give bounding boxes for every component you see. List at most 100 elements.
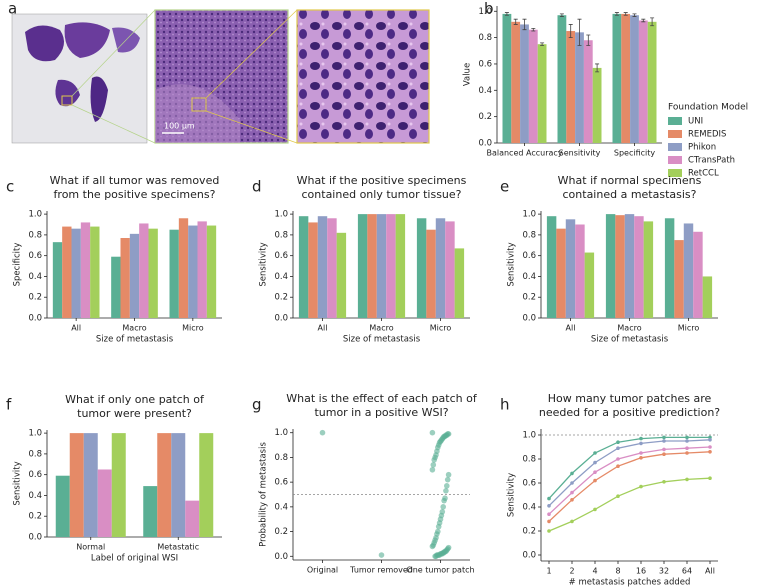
y-axis-label: Sensitivity xyxy=(13,461,23,505)
chart-title: needed for a positive prediction? xyxy=(539,406,720,419)
bar xyxy=(575,32,584,143)
y-tick-label: 0.8 xyxy=(478,33,492,43)
x-tick-label: Micro xyxy=(182,324,204,333)
bar xyxy=(511,21,521,143)
marker xyxy=(662,452,666,457)
bar xyxy=(178,218,189,318)
y-tick-label: 0.4 xyxy=(28,491,42,501)
point xyxy=(319,429,326,436)
point xyxy=(429,429,436,436)
bar xyxy=(197,221,207,318)
marker xyxy=(685,435,689,440)
bar xyxy=(416,218,427,318)
panel-letter: b xyxy=(484,0,494,18)
marker xyxy=(616,440,620,445)
marker xyxy=(708,476,712,481)
legend-title: Foundation Model xyxy=(668,103,748,113)
point xyxy=(444,476,451,483)
marker xyxy=(662,439,666,443)
panel-letter: d xyxy=(252,178,262,196)
y-tick-label: 0.0 xyxy=(274,314,288,324)
bar xyxy=(90,226,100,318)
x-tick-label: Specificity xyxy=(614,149,655,158)
y-tick-label: 0.0 xyxy=(522,314,536,324)
marker xyxy=(547,504,551,508)
x-tick-label: 2 xyxy=(569,567,574,576)
marker xyxy=(685,477,689,482)
bar xyxy=(69,433,84,537)
y-tick-label: 0.2 xyxy=(28,293,42,303)
x-tick-label: Original xyxy=(307,566,338,575)
marker xyxy=(639,451,643,455)
bar xyxy=(612,13,622,144)
bar xyxy=(630,15,639,144)
bar xyxy=(71,228,81,318)
bar xyxy=(55,475,70,537)
legend-label: UNI xyxy=(688,117,703,127)
y-tick-label: 0.8 xyxy=(274,453,288,463)
x-tick-label: One tumor patch xyxy=(406,566,474,575)
bar xyxy=(634,216,644,318)
y-tick-label: 0.8 xyxy=(274,230,288,240)
bar xyxy=(120,238,130,318)
tissue-image: 100 μm xyxy=(154,9,289,144)
x-axis-label: Label of original WSI xyxy=(91,554,178,564)
legend-swatch xyxy=(668,143,682,151)
marker xyxy=(685,446,689,451)
error-bar xyxy=(650,17,655,27)
chart-title: What is the effect of each patch of xyxy=(286,392,478,405)
marker xyxy=(593,507,597,512)
point xyxy=(435,523,442,530)
marker xyxy=(570,519,574,524)
y-tick-label: 0.0 xyxy=(522,551,536,561)
bar xyxy=(537,44,547,144)
marker xyxy=(662,435,666,440)
bar xyxy=(376,214,387,318)
panel-letter: a xyxy=(8,0,17,18)
error-bar xyxy=(531,27,536,32)
error-bar xyxy=(522,18,527,31)
bar xyxy=(624,214,635,318)
y-tick-label: 0.4 xyxy=(522,503,536,513)
error-bar xyxy=(559,13,564,17)
bar xyxy=(454,248,465,318)
x-axis-label: # metastasis patches added xyxy=(569,578,691,588)
marker xyxy=(662,447,666,452)
x-tick-label: Macro xyxy=(369,324,393,333)
point xyxy=(432,553,438,560)
bar xyxy=(157,433,172,537)
cell-image xyxy=(296,9,430,144)
y-tick-label: 0.2 xyxy=(28,512,42,522)
legend-label: Phikon xyxy=(688,143,716,153)
bar xyxy=(605,214,616,318)
bar xyxy=(357,214,368,318)
y-tick-label: 0.6 xyxy=(28,251,42,261)
marker xyxy=(639,456,643,460)
marker xyxy=(570,481,574,485)
marker xyxy=(616,457,620,461)
x-tick-label: All xyxy=(566,324,576,333)
marker xyxy=(547,529,551,533)
y-tick-label: 1.0 xyxy=(274,210,288,220)
y-tick-label: 0.2 xyxy=(478,112,492,122)
chart-title: contained a metastasis? xyxy=(563,188,697,201)
bar xyxy=(206,225,217,318)
x-tick-label: Sensitivity xyxy=(559,149,601,158)
marker xyxy=(708,445,712,449)
y-tick-label: 0.0 xyxy=(274,552,288,562)
x-tick-label: Macro xyxy=(122,324,146,333)
legend-label: CTransPath xyxy=(688,156,735,166)
bar xyxy=(693,231,703,318)
x-tick-label: 4 xyxy=(592,567,597,576)
y-tick-label: 0.8 xyxy=(522,455,536,465)
chart-title: tumor were present? xyxy=(77,407,192,420)
bar xyxy=(52,242,63,318)
x-tick-label: Tumor removed xyxy=(349,566,413,575)
scale-bar-label: 100 μm xyxy=(164,122,195,131)
error-bar xyxy=(614,12,619,16)
chart-title: contained only tumor tissue? xyxy=(302,188,462,201)
y-tick-label: 0.0 xyxy=(28,533,42,543)
point xyxy=(431,457,438,463)
x-tick-label: Balanced Accuracy xyxy=(486,149,562,158)
marker xyxy=(639,484,643,489)
